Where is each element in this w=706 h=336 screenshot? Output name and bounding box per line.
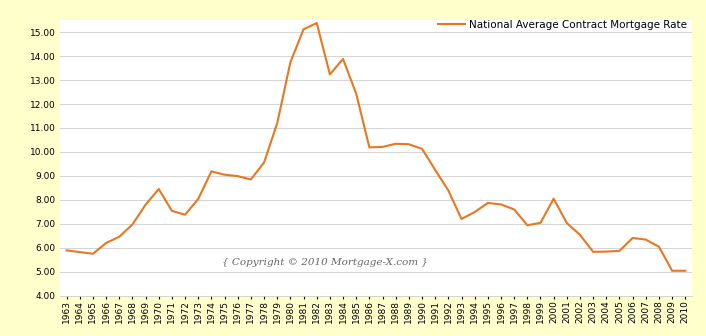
National Average Contract Mortgage Rate [128,222,137,226]
National Average Contract Mortgage Rate [523,223,532,227]
National Average Contract Mortgage Rate [391,142,400,146]
National Average Contract Mortgage Rate [365,145,373,150]
National Average Contract Mortgage Rate [286,60,294,64]
National Average Contract Mortgage Rate [62,248,71,252]
National Average Contract Mortgage Rate [589,250,597,254]
National Average Contract Mortgage Rate [194,197,203,201]
National Average Contract Mortgage Rate [207,169,215,173]
National Average Contract Mortgage Rate [273,121,282,125]
National Average Contract Mortgage Rate [615,249,623,253]
National Average Contract Mortgage Rate [181,213,189,217]
National Average Contract Mortgage Rate [510,207,518,211]
National Average Contract Mortgage Rate [431,168,439,172]
National Average Contract Mortgage Rate [313,21,321,25]
National Average Contract Mortgage Rate [654,245,663,249]
National Average Contract Mortgage Rate [352,92,361,96]
National Average Contract Mortgage Rate [668,269,676,273]
National Average Contract Mortgage Rate [484,201,492,205]
National Average Contract Mortgage Rate [628,236,637,240]
National Average Contract Mortgage Rate [537,221,545,225]
National Average Contract Mortgage Rate [576,233,585,237]
Text: { Copyright © 2010 Mortgage-X.com }: { Copyright © 2010 Mortgage-X.com } [222,258,429,267]
National Average Contract Mortgage Rate [76,250,84,254]
National Average Contract Mortgage Rate [378,145,387,149]
National Average Contract Mortgage Rate [246,177,255,181]
National Average Contract Mortgage Rate [642,238,650,242]
National Average Contract Mortgage Rate [260,161,268,165]
National Average Contract Mortgage Rate [102,241,110,245]
National Average Contract Mortgage Rate [325,72,334,76]
National Average Contract Mortgage Rate [470,210,479,214]
National Average Contract Mortgage Rate [563,221,571,225]
National Average Contract Mortgage Rate [167,209,176,213]
National Average Contract Mortgage Rate [497,202,505,206]
Line: National Average Contract Mortgage Rate: National Average Contract Mortgage Rate [66,23,686,271]
National Average Contract Mortgage Rate [602,250,611,254]
National Average Contract Mortgage Rate [405,142,413,146]
National Average Contract Mortgage Rate [234,174,242,178]
National Average Contract Mortgage Rate [141,203,150,207]
National Average Contract Mortgage Rate [418,147,426,151]
National Average Contract Mortgage Rate [155,187,163,191]
National Average Contract Mortgage Rate [89,252,97,256]
National Average Contract Mortgage Rate [444,188,453,193]
Legend: National Average Contract Mortgage Rate: National Average Contract Mortgage Rate [438,20,687,30]
National Average Contract Mortgage Rate [549,197,558,201]
National Average Contract Mortgage Rate [339,57,347,61]
National Average Contract Mortgage Rate [115,235,124,239]
National Average Contract Mortgage Rate [220,173,229,177]
National Average Contract Mortgage Rate [681,269,690,273]
National Average Contract Mortgage Rate [457,217,466,221]
National Average Contract Mortgage Rate [299,27,308,31]
